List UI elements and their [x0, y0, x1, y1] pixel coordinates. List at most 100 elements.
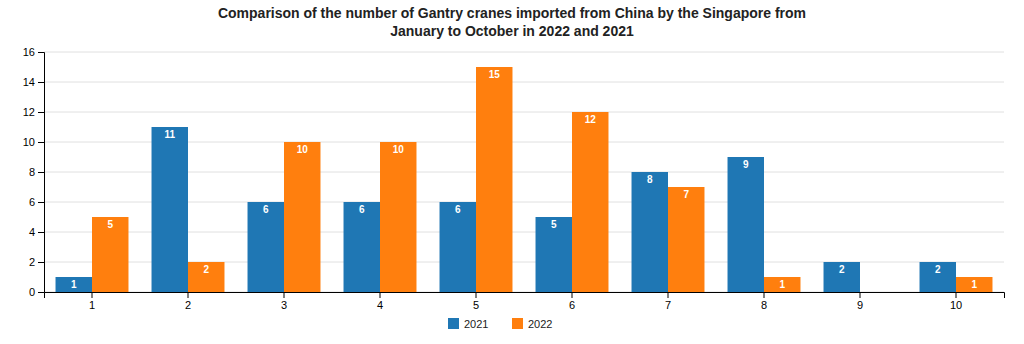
x-axis: 1 2 3 4 5 6 7 8 9 10 — [45, 292, 1005, 311]
data-labels: 111666589225210101512711 — [71, 69, 977, 290]
y-tick-label: 12 — [23, 106, 35, 118]
data-label: 2 — [203, 264, 209, 275]
bar — [92, 217, 128, 292]
y-tick-mark — [38, 232, 44, 233]
data-label: 7 — [683, 189, 689, 200]
y-tick-mark — [38, 82, 44, 83]
y-tick-label: 4 — [29, 226, 35, 238]
x-tick: 6 — [569, 292, 575, 311]
y-tick-mark — [38, 262, 44, 263]
x-tick-label: 1 — [89, 299, 95, 311]
y-tick: 12 — [23, 106, 44, 118]
y-tick-mark — [38, 292, 44, 293]
x-tick: 2 — [185, 292, 191, 311]
y-tick-label: 16 — [23, 46, 35, 58]
x-tick: 7 — [665, 292, 671, 311]
data-label: 2 — [935, 264, 941, 275]
bar — [284, 142, 320, 292]
bar — [920, 262, 956, 292]
y-tick-label: 8 — [29, 166, 35, 178]
x-tick: 4 — [377, 292, 383, 311]
bar — [476, 67, 512, 292]
bar — [152, 127, 188, 292]
x-tick: 8 — [761, 292, 767, 311]
x-tick: 3 — [281, 292, 287, 311]
legend: 2021 2022 — [448, 318, 552, 330]
bar — [440, 202, 476, 292]
y-tick-mark — [38, 52, 44, 53]
grid-line — [44, 82, 1004, 83]
x-tick-label: 3 — [281, 299, 287, 311]
title-line: Comparison of the number of Gantry crane… — [218, 5, 806, 21]
x-tick-mark — [188, 292, 189, 298]
x-tick-mark — [380, 292, 381, 298]
x-axis-line — [45, 293, 1005, 299]
data-label: 10 — [393, 144, 405, 155]
y-tick-label: 0 — [29, 286, 35, 298]
y-tick-label: 10 — [23, 136, 35, 148]
legend-item: 2021 — [448, 318, 488, 330]
x-tick-mark — [284, 292, 285, 298]
bar — [824, 262, 860, 292]
legend-item: 2022 — [512, 318, 552, 330]
x-tick-label: 9 — [857, 299, 863, 311]
y-tick-mark — [38, 142, 44, 143]
data-label: 8 — [647, 174, 653, 185]
x-tick: 5 — [473, 292, 479, 311]
data-label: 12 — [585, 114, 597, 125]
title-line: January to October in 2022 and 2021 — [390, 23, 634, 39]
grid-line — [44, 112, 1004, 113]
x-tick: 10 — [950, 292, 962, 311]
x-tick-label: 6 — [569, 299, 575, 311]
y-tick-mark — [38, 112, 44, 113]
bar — [728, 157, 764, 292]
y-tick: 0 — [29, 286, 44, 298]
y-axis-line — [38, 53, 45, 293]
x-tick: 1 — [89, 292, 95, 311]
bar — [956, 277, 992, 292]
grid — [44, 52, 1004, 292]
x-tick-mark — [956, 292, 957, 298]
y-tick: 10 — [23, 136, 44, 148]
grid-line — [44, 52, 1004, 53]
bar — [764, 277, 800, 292]
data-label: 11 — [164, 129, 175, 140]
plot: 1116665892252101015127110246810121416123… — [23, 46, 1005, 311]
y-tick: 14 — [23, 76, 44, 88]
bar-series — [92, 67, 992, 292]
data-label: 10 — [297, 144, 309, 155]
data-label: 5 — [551, 219, 557, 230]
legend-swatch — [448, 318, 459, 329]
bar — [632, 172, 668, 292]
bar — [188, 262, 224, 292]
x-tick-mark — [764, 292, 765, 298]
data-label: 9 — [743, 159, 749, 170]
x-tick-mark — [668, 292, 669, 298]
chart-svg: Comparison of the number of Gantry crane… — [0, 0, 1024, 344]
bar — [380, 142, 416, 292]
y-tick-label: 14 — [23, 76, 35, 88]
x-tick: 9 — [857, 292, 863, 311]
legend-label: 2022 — [528, 318, 552, 330]
data-label: 1 — [971, 279, 977, 290]
data-label: 6 — [359, 204, 365, 215]
bar — [536, 217, 572, 292]
y-tick: 2 — [29, 256, 44, 268]
legend-swatch — [512, 318, 523, 329]
bars — [56, 67, 993, 292]
x-tick-label: 10 — [950, 299, 962, 311]
x-tick-mark — [476, 292, 477, 298]
x-tick-label: 2 — [185, 299, 191, 311]
x-tick-label: 7 — [665, 299, 671, 311]
x-tick-mark — [92, 292, 93, 298]
bar — [860, 292, 896, 293]
data-label: 2 — [839, 264, 845, 275]
title: Comparison of the number of Gantry crane… — [218, 5, 806, 39]
x-tick-mark — [572, 292, 573, 298]
bar — [248, 202, 284, 292]
data-label: 6 — [455, 204, 461, 215]
y-tick-mark — [38, 202, 44, 203]
data-label: 1 — [71, 279, 77, 290]
legend-label: 2021 — [464, 318, 488, 330]
bar — [344, 202, 380, 292]
